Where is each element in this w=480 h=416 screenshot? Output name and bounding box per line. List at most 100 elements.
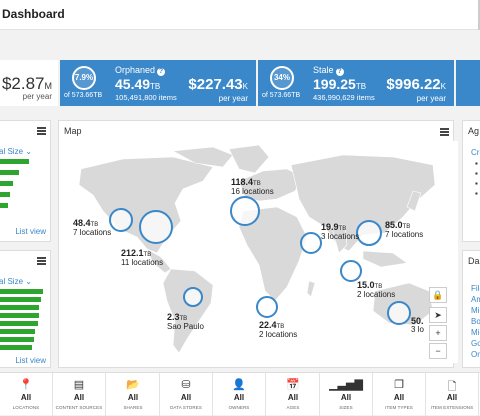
filter-caption: SHARES (123, 405, 143, 410)
stale-tile[interactable]: 34% of 573.66TB Stale? 199.25TB 436,990,… (258, 60, 454, 106)
data-store-link[interactable]: Mic (471, 328, 480, 337)
file-types-icon: ❐ (394, 379, 404, 391)
stale-of: of 573.66TB (262, 92, 301, 99)
filter-value: All (233, 393, 245, 402)
filter-caption: LOCATIONS (12, 405, 40, 410)
bubble-label-africa-south: 22.4TB 2 locations (259, 320, 298, 339)
bubble-label-sao-paulo: 2.3TB Sao Paulo (167, 312, 204, 331)
right-panel-marker: ▪ (475, 169, 478, 178)
orphaned-tile[interactable]: 7.9% of 573.66TB Orphaned? 45.49TB 105,4… (60, 60, 256, 106)
data-store-link[interactable]: Ora (471, 350, 480, 359)
total-cost-sub: per year (22, 92, 52, 101)
menu-icon[interactable] (440, 128, 449, 136)
stale-size: 199.25TB (313, 76, 367, 92)
orphaned-of: of 573.66TB (64, 92, 103, 99)
stale-items: 436,990,629 items (313, 93, 375, 102)
zoom-out-button[interactable]: − (429, 343, 447, 359)
size-bar[interactable] (0, 313, 39, 318)
right-panel-link[interactable]: Cre (471, 148, 480, 157)
filter-caption: ITEM EXTENSIONS (430, 405, 474, 410)
orphaned-percent-ring: 7.9% (72, 66, 96, 90)
size-bar[interactable] (0, 321, 38, 326)
filter-locations[interactable]: 📍 All LOCATIONS (0, 373, 53, 416)
world-map-shapes (78, 144, 448, 354)
bubble-label-europe: 118.4TB 16 locations (231, 177, 274, 196)
size-bar[interactable] (0, 289, 43, 294)
bubble-label-east-asia: 85.0TB 7 locations (385, 220, 424, 239)
menu-icon[interactable] (37, 127, 46, 135)
data-store-link[interactable]: Box (471, 317, 480, 326)
filter-item-types[interactable]: ❐ All ITEM TYPES (373, 373, 426, 416)
map-panel: Map (58, 120, 458, 368)
stats-strip: $2.87M per year 7.9% of 573.66TB Orphane… (0, 60, 480, 106)
filter-value: All (446, 393, 458, 402)
size-bar[interactable] (0, 159, 29, 164)
filter-ages[interactable]: 📅 All AGES (267, 373, 320, 416)
top-bar: Dashboard (0, 0, 480, 30)
bubble-label-australia: 50. 3 lo (411, 316, 424, 334)
lock-button[interactable]: 🔒 (429, 287, 447, 303)
size-dropdown[interactable]: al Size ⌄ (0, 147, 32, 156)
stale-per-year: per year (416, 94, 446, 103)
orphaned-per-year: per year (218, 94, 248, 103)
page-title: Dashboard (2, 7, 65, 21)
filter-value: All (287, 393, 299, 402)
size-dropdown[interactable]: al Size ⌄ (0, 277, 32, 286)
locate-button[interactable]: ➤ (429, 307, 447, 323)
size-bar[interactable] (0, 297, 41, 302)
size-bar[interactable] (0, 170, 19, 175)
size-bar[interactable] (0, 329, 35, 334)
list-view-link[interactable]: List view (15, 356, 46, 365)
user-icon: 👤 (232, 379, 246, 391)
filter-owners[interactable]: 👤 All OWNERS (213, 373, 266, 416)
size-bar[interactable] (0, 345, 32, 350)
filter-content-sources[interactable]: ▤ All CONTENT SOURCES (53, 373, 106, 416)
total-cost-value: $2.87M (1, 74, 52, 93)
stale-cost: $996.22K (386, 76, 446, 93)
stale-percent-ring: 34% (270, 66, 294, 90)
filter-sizes[interactable]: ▁▃▅▇ All SIZES (320, 373, 373, 416)
bubble-label-south-asia: 15.0TB 2 locations (357, 280, 396, 299)
total-cost-tile[interactable]: $2.87M per year (0, 60, 58, 106)
data-store-link[interactable]: Mic (471, 306, 480, 315)
zoom-in-button[interactable]: + (429, 325, 447, 341)
data-store-link[interactable]: Goo (471, 339, 480, 348)
size-panel-bottom: al Size ⌄ List view (0, 250, 51, 368)
size-bar[interactable] (0, 181, 13, 186)
right-panel-top: Ag Cre ▪ ▪ ▪ ▪ (462, 120, 480, 242)
right-panel-bottom: Da File Ama Mic Box Mic Goo Ora (462, 250, 480, 368)
right-panel-marker: ▪ (475, 189, 478, 198)
filter-value: All (127, 393, 139, 402)
filter-bar: 📍 All LOCATIONS ▤ All CONTENT SOURCES 📂 All SHAR… (0, 372, 480, 416)
help-icon[interactable]: ? (157, 68, 166, 76)
filter-caption: AGES (286, 405, 300, 410)
data-store-link[interactable]: File (471, 284, 480, 293)
right-panel-title: Da (468, 256, 480, 266)
size-bar[interactable] (0, 337, 34, 342)
size-bar[interactable] (0, 305, 39, 310)
bubble-label-north-america-east: 212.1TB 11 locations (121, 248, 164, 267)
menu-icon[interactable] (37, 257, 46, 265)
data-stores-icon: ⛁ (181, 379, 191, 391)
list-view-link[interactable]: List view (15, 227, 46, 236)
orphaned-size: 45.49TB (115, 76, 161, 92)
size-bar[interactable] (0, 203, 8, 208)
divider (478, 0, 480, 30)
next-tile[interactable] (456, 60, 480, 106)
bubble-label-middle-east: 19.9TB 3 locations (321, 222, 360, 241)
filter-shares[interactable]: 📂 All SHARES (107, 373, 160, 416)
filter-item-extensions[interactable]: 🗋 All ITEM EXTENSIONS (426, 373, 479, 416)
orphaned-label: Orphaned? (115, 65, 166, 76)
right-panel-title: Ag (468, 126, 480, 136)
map-title: Map (64, 126, 82, 136)
bubble-label-north-america-west: 48.4TB 7 locations (73, 218, 112, 237)
filter-data-stores[interactable]: ⛁ All DATA STORES (160, 373, 213, 416)
data-store-link[interactable]: Ama (471, 295, 480, 304)
help-icon[interactable]: ? (335, 68, 344, 76)
orphaned-items: 105,491,800 items (115, 93, 177, 102)
world-map[interactable]: 48.4TB 7 locations 212.1TB 11 locations 11… (63, 141, 458, 363)
filter-caption: ITEM TYPES (385, 405, 413, 410)
file-extension-icon: 🗋 (447, 381, 457, 393)
location-pin-icon: 📍 (19, 379, 33, 391)
size-bar[interactable] (0, 192, 10, 197)
